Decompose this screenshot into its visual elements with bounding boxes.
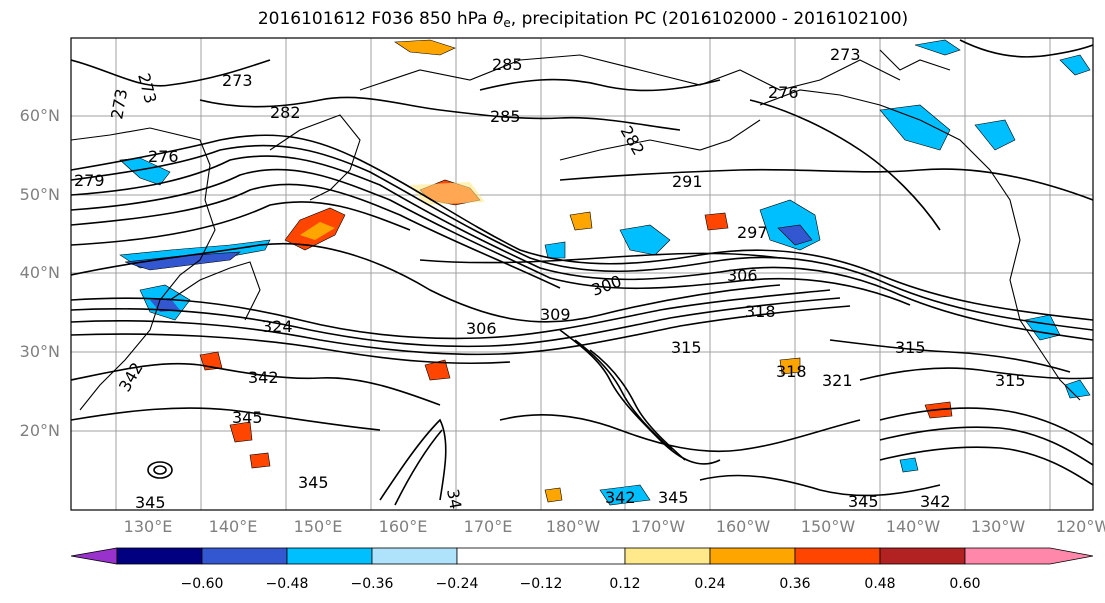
- contour-label: 282: [270, 103, 301, 122]
- lat-label: 60°N: [19, 106, 60, 125]
- title-suffix: , precipitation PC (2016102000 - 2016102…: [510, 9, 909, 29]
- contour-label: 324: [262, 317, 293, 336]
- contour-label: 345: [848, 492, 879, 511]
- colorbar-segment: [879, 547, 966, 565]
- contour-label: 342: [920, 492, 951, 511]
- contour-label: 345: [658, 488, 689, 507]
- theta-e-contours: [71, 39, 1093, 506]
- contour-label: 273: [830, 45, 861, 64]
- contour-label: 342: [605, 488, 636, 507]
- contour-label: 276: [148, 147, 179, 166]
- colorbar-tick-label: 0.36: [779, 576, 811, 592]
- title-theta-subscript: e: [503, 16, 511, 30]
- colorbar-tick-label: 0.24: [694, 576, 726, 592]
- colorbar-segment: [624, 547, 711, 565]
- contour-label: 321: [822, 371, 853, 390]
- colorbar-tick-label: −0.36: [350, 576, 394, 592]
- contour-label: 285: [492, 55, 523, 74]
- map-title: 2016101612 F036 850 hPa θe, precipitatio…: [0, 9, 1105, 30]
- contour-label: 309: [540, 305, 571, 324]
- map-frame: [70, 37, 1094, 511]
- contour-label: 273: [222, 71, 253, 90]
- contour-label: 345: [135, 493, 166, 512]
- contour-label: 342: [248, 368, 279, 387]
- title-theta: θ: [492, 9, 504, 29]
- contour-label: 291: [672, 172, 703, 191]
- lon-label: 180°W: [545, 517, 601, 536]
- lat-label: 20°N: [19, 421, 60, 440]
- lon-label: 140°W: [885, 517, 941, 536]
- lon-label: 150°E: [293, 517, 343, 536]
- contour-label: 315: [671, 338, 702, 357]
- colorbar-segment: [794, 547, 881, 565]
- lon-label: 130°W: [970, 517, 1026, 536]
- colorbar-extend-min: [70, 547, 118, 565]
- precipitation-shading: [119, 39, 1091, 506]
- contour-labels: 273 273 273 273 282 285 285 282 276 276 …: [74, 45, 1026, 520]
- colorbar-tick-label: −0.48: [265, 576, 309, 592]
- contour-label: 345: [298, 473, 329, 492]
- coastlines: [71, 49, 1081, 411]
- colorbar-segment: [709, 547, 796, 565]
- contour-label: 285: [490, 107, 521, 126]
- lat-label: 50°N: [19, 185, 60, 204]
- lon-label: 170°E: [463, 517, 513, 536]
- colorbar-segment: [371, 547, 458, 565]
- map-background: [71, 38, 1093, 510]
- colorbar: [70, 547, 1094, 565]
- lat-label: 30°N: [19, 342, 60, 361]
- lon-label: 170°W: [630, 517, 686, 536]
- map-content: 273 273 273 273 282 285 285 282 276 276 …: [71, 38, 1093, 520]
- colorbar-segment: [286, 547, 373, 565]
- title-prefix: 2016101612 F036 850 hPa: [257, 9, 493, 29]
- colorbar-segment: [201, 547, 288, 565]
- lon-label: 160°W: [715, 517, 771, 536]
- contour-label: 348: [443, 487, 467, 520]
- colorbar-tick-label: 0.12: [609, 576, 641, 592]
- lon-label: 150°W: [800, 517, 856, 536]
- lon-label: 120°W: [1055, 517, 1105, 536]
- contour-label: 306: [466, 319, 497, 338]
- contour-label: 318: [745, 302, 776, 321]
- contour-label: 318: [776, 362, 807, 381]
- colorbar-tick-label: −0.12: [519, 576, 563, 592]
- colorbar-tick-label: 0.48: [864, 576, 896, 592]
- lon-label: 160°E: [378, 517, 428, 536]
- colorbar-segment: [456, 547, 626, 565]
- colorbar-tick-label: −0.24: [435, 576, 479, 592]
- contour-label: 315: [895, 338, 926, 357]
- lon-label: 130°E: [123, 517, 173, 536]
- colorbar-extend-max: [964, 547, 1094, 565]
- contour-label: 306: [727, 266, 758, 285]
- graticule: [71, 38, 1093, 510]
- colorbar-tick-label: −0.60: [180, 576, 224, 592]
- contour-label: 279: [74, 171, 105, 190]
- lon-label: 140°E: [208, 517, 258, 536]
- lat-label: 40°N: [19, 263, 60, 282]
- contour-label: 315: [995, 371, 1026, 390]
- contour-label: 297: [737, 223, 768, 242]
- colorbar-tick-label: 0.60: [949, 576, 981, 592]
- contour-label: 276: [768, 83, 799, 102]
- contour-label: 345: [232, 408, 263, 427]
- colorbar-segment: [116, 547, 203, 565]
